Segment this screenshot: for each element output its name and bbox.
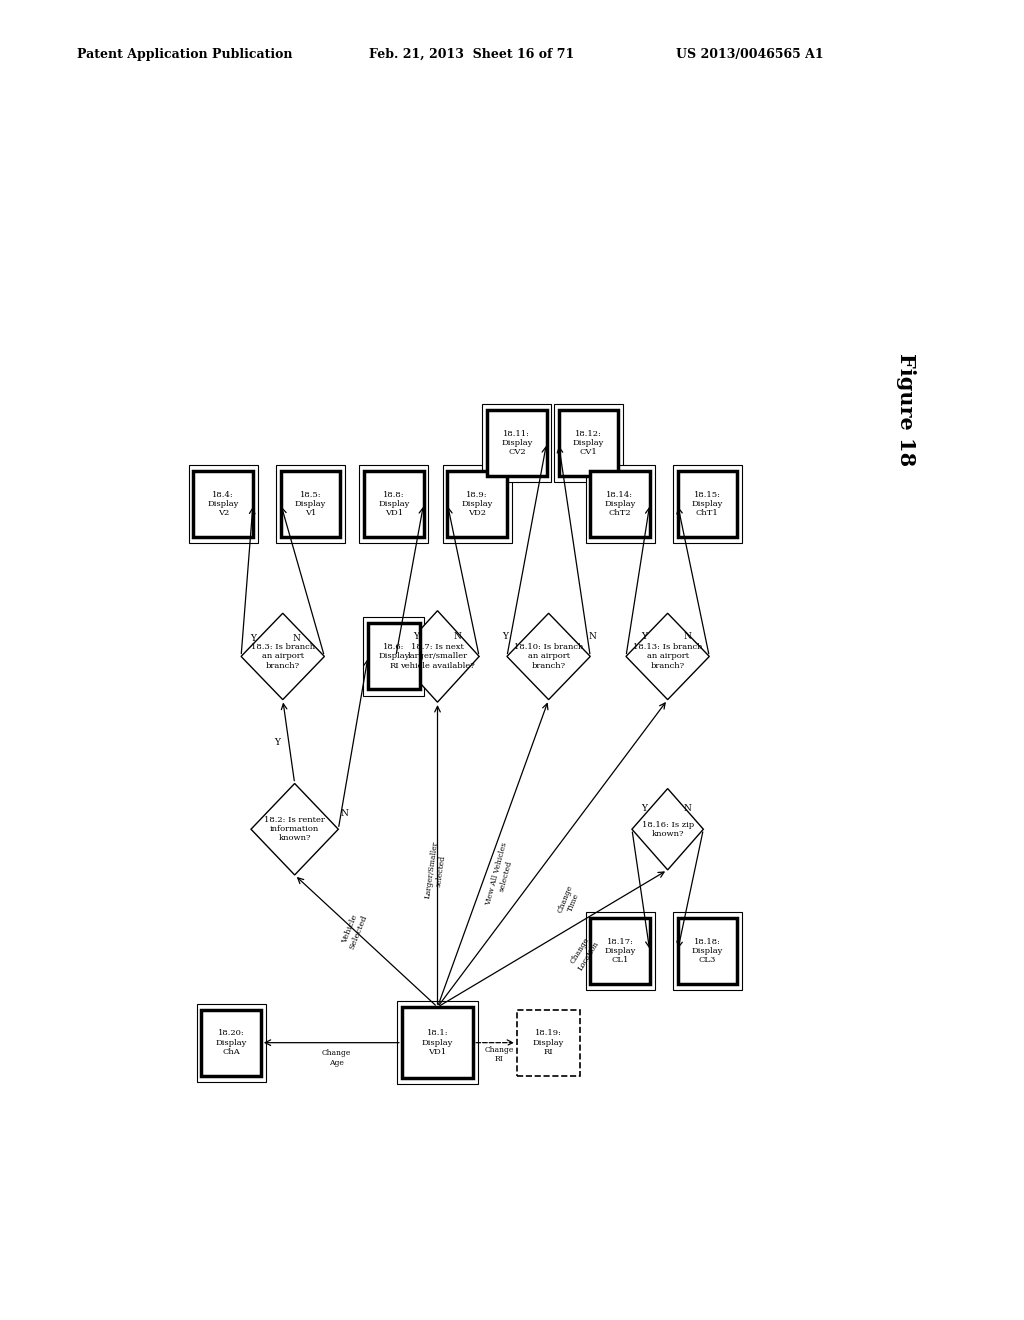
Polygon shape — [396, 611, 479, 702]
Text: Y: Y — [502, 631, 508, 640]
Text: 18.14:
Display
ChT2: 18.14: Display ChT2 — [604, 491, 636, 517]
Bar — [558, 411, 618, 477]
Bar — [197, 1003, 265, 1082]
Polygon shape — [251, 784, 338, 875]
Bar — [397, 1001, 478, 1084]
Polygon shape — [632, 788, 703, 870]
Bar — [202, 1010, 261, 1076]
Text: Change
Age: Change Age — [322, 1049, 351, 1067]
Text: Y: Y — [250, 634, 256, 643]
Bar — [482, 404, 551, 482]
Polygon shape — [626, 614, 710, 700]
Bar — [281, 471, 340, 537]
Text: Change
Time: Change Time — [556, 883, 583, 917]
Text: 18.2: Is renter
information
known?: 18.2: Is renter information known? — [264, 816, 325, 842]
Bar — [586, 912, 654, 990]
Text: 18.15:
Display
ChT1: 18.15: Display ChT1 — [691, 491, 723, 517]
Text: 18.17:
Display
CL1: 18.17: Display CL1 — [604, 939, 636, 965]
Bar — [517, 1010, 581, 1076]
Text: Change
Location: Change Location — [568, 935, 600, 972]
Text: 18.3: Is branch
an airport
branch?: 18.3: Is branch an airport branch? — [251, 643, 314, 669]
Text: 18.19:
Display
RI: 18.19: Display RI — [532, 1030, 564, 1056]
Text: Y: Y — [641, 631, 647, 640]
Text: 18.20:
Display
ChA: 18.20: Display ChA — [215, 1030, 247, 1056]
Text: 18.7: Is next
larger/smaller
vehicle available?: 18.7: Is next larger/smaller vehicle ava… — [400, 643, 475, 669]
Bar — [188, 465, 258, 543]
Bar — [401, 1007, 473, 1078]
Bar — [359, 465, 428, 543]
Text: N: N — [589, 631, 596, 640]
Bar — [194, 471, 253, 537]
Text: 18.10: Is branch
an airport
branch?: 18.10: Is branch an airport branch? — [514, 643, 584, 669]
Text: Figure 18: Figure 18 — [896, 352, 916, 466]
Bar — [368, 623, 420, 689]
Text: Y: Y — [413, 631, 419, 640]
Text: N: N — [684, 631, 691, 640]
Text: 18.9:
Display
VD2: 18.9: Display VD2 — [462, 491, 493, 517]
Text: US 2013/0046565 A1: US 2013/0046565 A1 — [676, 48, 823, 61]
Text: Feb. 21, 2013  Sheet 16 of 71: Feb. 21, 2013 Sheet 16 of 71 — [369, 48, 573, 61]
Bar — [447, 471, 507, 537]
Text: Y: Y — [641, 804, 647, 813]
Bar — [590, 919, 650, 985]
Text: Larger/Smaller
selected: Larger/Smaller selected — [423, 840, 449, 900]
Bar — [673, 465, 741, 543]
Polygon shape — [241, 614, 325, 700]
Text: View All Vehicles
selected: View All Vehicles selected — [484, 841, 518, 908]
Text: N: N — [454, 631, 461, 640]
Text: 18.18:
Display
CL3: 18.18: Display CL3 — [691, 939, 723, 965]
Text: 18.13: Is branch
an airport
branch?: 18.13: Is branch an airport branch? — [633, 643, 702, 669]
Bar — [365, 471, 424, 537]
Text: 18.12:
Display
CV1: 18.12: Display CV1 — [572, 430, 604, 457]
Bar — [487, 411, 547, 477]
Bar — [276, 465, 345, 543]
Text: 18.6:
Display
RI: 18.6: Display RI — [378, 643, 410, 669]
Text: N: N — [340, 809, 348, 818]
Text: 18.1:
Display
VD1: 18.1: Display VD1 — [422, 1030, 454, 1056]
Text: Patent Application Publication: Patent Application Publication — [77, 48, 292, 61]
Bar — [554, 404, 623, 482]
Text: Change
RI: Change RI — [484, 1047, 514, 1064]
Polygon shape — [507, 614, 590, 700]
Bar — [678, 471, 737, 537]
Text: N: N — [293, 634, 301, 643]
Bar — [673, 912, 741, 990]
Text: 18.4:
Display
V2: 18.4: Display V2 — [208, 491, 239, 517]
Text: 18.8:
Display
VD1: 18.8: Display VD1 — [378, 491, 410, 517]
Bar — [364, 618, 424, 696]
Text: 18.11:
Display
CV2: 18.11: Display CV2 — [501, 430, 532, 457]
Text: 18.5:
Display
V1: 18.5: Display V1 — [295, 491, 327, 517]
Bar — [442, 465, 512, 543]
Text: 18.16: Is zip
known?: 18.16: Is zip known? — [642, 821, 693, 838]
Text: Vehicle
Selected: Vehicle Selected — [339, 911, 369, 952]
Bar — [590, 471, 650, 537]
Text: N: N — [684, 804, 691, 813]
Text: Y: Y — [274, 738, 281, 747]
Bar — [586, 465, 654, 543]
Bar — [678, 919, 737, 985]
